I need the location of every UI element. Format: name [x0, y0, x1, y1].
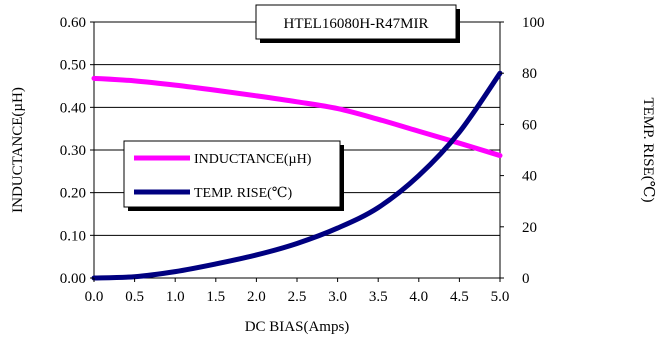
x-tick-label: 3.5 [369, 289, 388, 305]
x-tick-label: 1.0 [166, 289, 185, 305]
x-tick-label: 4.0 [409, 289, 428, 305]
y2-tick-label: 80 [522, 66, 537, 82]
y2-axis-title: TEMP. RISE(℃) [640, 97, 656, 202]
series-line-inductance [91, 75, 503, 159]
y2-tick-label: 40 [522, 169, 537, 185]
x-axis-title: DC BIAS(Amps) [245, 319, 350, 335]
y2-tick-label: 100 [522, 15, 545, 31]
y-tick-label: 0.20 [60, 186, 86, 202]
chart-title: HTEL16080H-R47MIR [284, 16, 429, 32]
legend-label-inductance: INDUCTANCE(µH) [194, 152, 312, 167]
y-tick-label: 0.50 [60, 58, 86, 74]
y2-tick-label: 60 [522, 117, 537, 133]
y-tick-label: 0.10 [60, 228, 86, 244]
x-tick-label: 0.5 [125, 289, 144, 305]
y-tick-label: 0.40 [60, 100, 86, 116]
x-tick-label: 1.5 [206, 289, 225, 305]
x-tick-label: 5.0 [491, 289, 510, 305]
y2-tick-label: 20 [522, 220, 537, 236]
y-tick-label: 0.60 [60, 15, 86, 31]
legend-label-temp-rise: TEMP. RISE(℃) [194, 186, 292, 201]
chart-title-box: HTEL16080H-R47MIR [255, 4, 460, 43]
x-tick-label: 2.5 [288, 289, 307, 305]
x-tick-label: 4.5 [450, 289, 469, 305]
x-tick-label: 3.0 [328, 289, 347, 305]
series-line-temp-rise [91, 70, 503, 281]
x-tick-label: 0.0 [85, 289, 104, 305]
y2-tick-label: 0 [522, 271, 530, 287]
legend: INDUCTANCE(µH) TEMP. RISE(℃) [123, 140, 344, 211]
tick-layer: 0.00 0.10 0.20 0.30 0.40 0.50 0.60 0 20 40 60 80 100… [60, 15, 545, 305]
x-tick-label: 2.0 [247, 289, 266, 305]
y-axis-title: INDUCTANCE(µH) [10, 87, 26, 213]
y-tick-label: 0.00 [60, 271, 86, 287]
y-tick-label: 0.30 [60, 143, 86, 159]
series-layer [91, 70, 503, 281]
